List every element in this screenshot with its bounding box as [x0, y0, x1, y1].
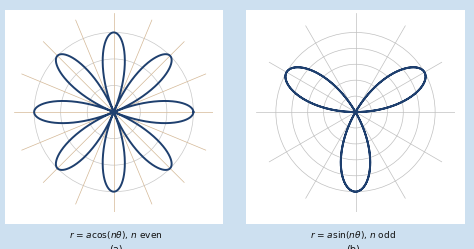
Text: (a): (a) [109, 244, 123, 249]
Text: (b): (b) [346, 244, 360, 249]
Text: $r$ = $a$cos($n\theta$), $n$ even: $r$ = $a$cos($n\theta$), $n$ even [69, 229, 163, 241]
Text: $r$ = $a$sin($n\theta$), $n$ odd: $r$ = $a$sin($n\theta$), $n$ odd [310, 229, 396, 241]
